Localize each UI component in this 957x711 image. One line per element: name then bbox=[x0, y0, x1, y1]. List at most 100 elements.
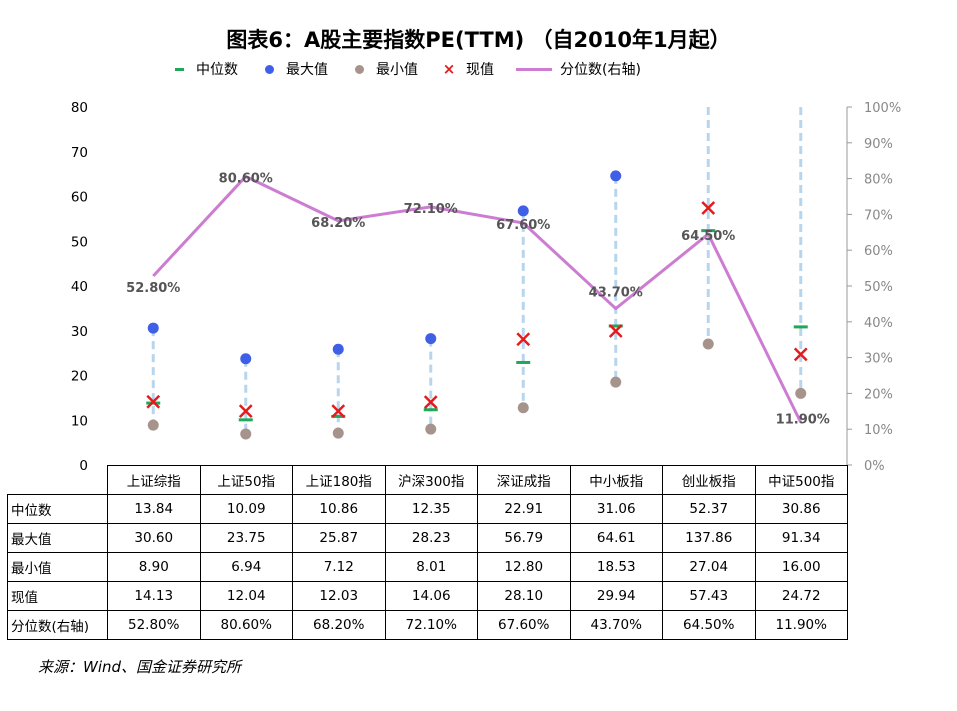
table-cell: 12.04 bbox=[199, 581, 293, 611]
max-marker bbox=[332, 343, 344, 355]
current-marker-stroke bbox=[423, 395, 438, 409]
current-marker bbox=[331, 404, 346, 419]
current-marker-stroke bbox=[793, 347, 808, 362]
percentile-data-label: 67.60% bbox=[496, 218, 550, 233]
median-dash-icon bbox=[170, 60, 188, 78]
current-marker bbox=[608, 324, 623, 338]
min-marker bbox=[240, 428, 252, 440]
table-cell: 24.72 bbox=[754, 581, 848, 611]
category-label: 上证50指 bbox=[199, 465, 293, 495]
table-cell: 29.94 bbox=[569, 581, 663, 611]
max-marker bbox=[240, 353, 252, 365]
table-cell: 12.03 bbox=[292, 581, 386, 611]
current-marker bbox=[146, 394, 161, 409]
left-axis-tick-label: 80 bbox=[71, 100, 88, 116]
current-marker-stroke bbox=[516, 332, 531, 347]
table-cell: 80.60% bbox=[199, 610, 293, 640]
legend-item-max: 最大值 bbox=[260, 59, 328, 79]
table-cell: 14.13 bbox=[107, 581, 201, 611]
current-marker-stroke bbox=[238, 404, 253, 419]
table-row-label: 现值 bbox=[7, 581, 108, 611]
current-marker bbox=[793, 347, 808, 362]
table-cell: 10.09 bbox=[199, 494, 293, 524]
right-axis-tick-label: 50% bbox=[864, 280, 893, 295]
table-cell: 67.60% bbox=[477, 610, 571, 640]
table-cell: 11.90% bbox=[754, 610, 848, 640]
legend-item-percentile: 分位数(右轴) bbox=[516, 59, 641, 79]
percentile-data-label: 52.80% bbox=[126, 281, 180, 296]
percentile-data-label: 72.10% bbox=[404, 202, 458, 217]
left-axis-tick-label: 40 bbox=[71, 279, 88, 295]
max-marker bbox=[517, 205, 529, 217]
table-cell: 57.43 bbox=[662, 581, 756, 611]
current-marker bbox=[423, 395, 438, 409]
data-table: 上证综指 上证50指 上证180指 沪深300指 深证成指 中小板指 创业板指 中证500指中… bbox=[7, 465, 848, 640]
right-axis-tick-label: 100% bbox=[864, 101, 901, 116]
table-cell: 12.35 bbox=[384, 494, 478, 524]
legend-label-median: 中位数 bbox=[196, 62, 238, 78]
table-row: 最小值 8.90 6.94 7.12 8.01 12.80 18.53 27.04 16.00 bbox=[7, 552, 848, 582]
legend-label-percentile: 分位数(右轴) bbox=[560, 62, 641, 78]
current-marker-stroke bbox=[331, 404, 346, 419]
percentile-data-label: 68.20% bbox=[311, 216, 365, 231]
percentile-data-label: 11.90% bbox=[776, 412, 830, 427]
legend-item-min: 最小值 bbox=[350, 59, 418, 79]
table-row-label: 分位数(右轴) bbox=[7, 610, 108, 640]
table-cell: 52.80% bbox=[107, 610, 201, 640]
current-marker bbox=[701, 201, 716, 215]
current-x-icon: × bbox=[442, 60, 456, 78]
right-axis-tick-label: 40% bbox=[864, 316, 893, 331]
table-cell: 72.10% bbox=[384, 610, 478, 640]
left-axis-tick-label: 50 bbox=[71, 234, 88, 250]
right-axis-tick-label: 30% bbox=[864, 352, 893, 367]
table-cell: 22.91 bbox=[477, 494, 571, 524]
source-note: 来源：Wind、国金证券研究所 bbox=[38, 658, 242, 676]
right-axis-tick-label: 20% bbox=[864, 387, 893, 402]
left-axis-tick-label: 10 bbox=[71, 413, 88, 429]
table-cell: 12.80 bbox=[477, 552, 571, 582]
table-cell: 52.37 bbox=[662, 494, 756, 524]
current-marker bbox=[238, 404, 253, 419]
category-label: 创业板指 bbox=[662, 465, 756, 495]
table-cell: 30.60 bbox=[107, 523, 201, 553]
percentile-line-icon bbox=[516, 60, 552, 78]
min-marker bbox=[702, 338, 714, 350]
table-row-label: 中位数 bbox=[7, 494, 108, 524]
table-cell: 31.06 bbox=[569, 494, 663, 524]
right-axis-tick-label: 60% bbox=[864, 244, 893, 259]
table-cell: 56.79 bbox=[477, 523, 571, 553]
current-marker-stroke bbox=[146, 394, 161, 409]
table-cell: 14.06 bbox=[384, 581, 478, 611]
category-label: 沪深300指 bbox=[384, 465, 478, 495]
percentile-data-label: 43.70% bbox=[589, 286, 643, 301]
table-corner-cell bbox=[7, 465, 108, 495]
table-cell: 7.12 bbox=[292, 552, 386, 582]
legend-item-current: × 现值 bbox=[440, 59, 494, 79]
table-cell: 6.94 bbox=[199, 552, 293, 582]
left-axis-tick-label: 60 bbox=[71, 190, 88, 206]
left-axis-tick-label: 30 bbox=[71, 324, 88, 340]
min-marker bbox=[332, 427, 344, 439]
table-row: 中位数 13.84 10.09 10.86 12.35 22.91 31.06 52.37 30… bbox=[7, 494, 848, 524]
table-header-row: 上证综指 上证50指 上证180指 沪深300指 深证成指 中小板指 创业板指 中证500指 bbox=[7, 465, 848, 495]
table-cell: 13.84 bbox=[107, 494, 201, 524]
min-marker bbox=[610, 376, 622, 388]
max-marker bbox=[147, 322, 159, 334]
percentile-line bbox=[152, 174, 803, 424]
right-axis-tick-label: 10% bbox=[864, 423, 893, 438]
current-marker bbox=[516, 332, 531, 347]
legend-label-min: 最小值 bbox=[376, 62, 418, 78]
category-label: 中证500指 bbox=[754, 465, 848, 495]
right-axis-tick-label: 0% bbox=[864, 459, 885, 474]
table-cell: 43.70% bbox=[569, 610, 663, 640]
current-marker-stroke bbox=[608, 324, 623, 338]
table-cell: 10.86 bbox=[292, 494, 386, 524]
category-label: 深证成指 bbox=[477, 465, 571, 495]
table-cell: 27.04 bbox=[662, 552, 756, 582]
min-marker bbox=[147, 419, 159, 431]
table-cell: 23.75 bbox=[199, 523, 293, 553]
legend-label-max: 最大值 bbox=[286, 62, 328, 78]
table-cell: 28.23 bbox=[384, 523, 478, 553]
min-marker bbox=[795, 387, 807, 399]
